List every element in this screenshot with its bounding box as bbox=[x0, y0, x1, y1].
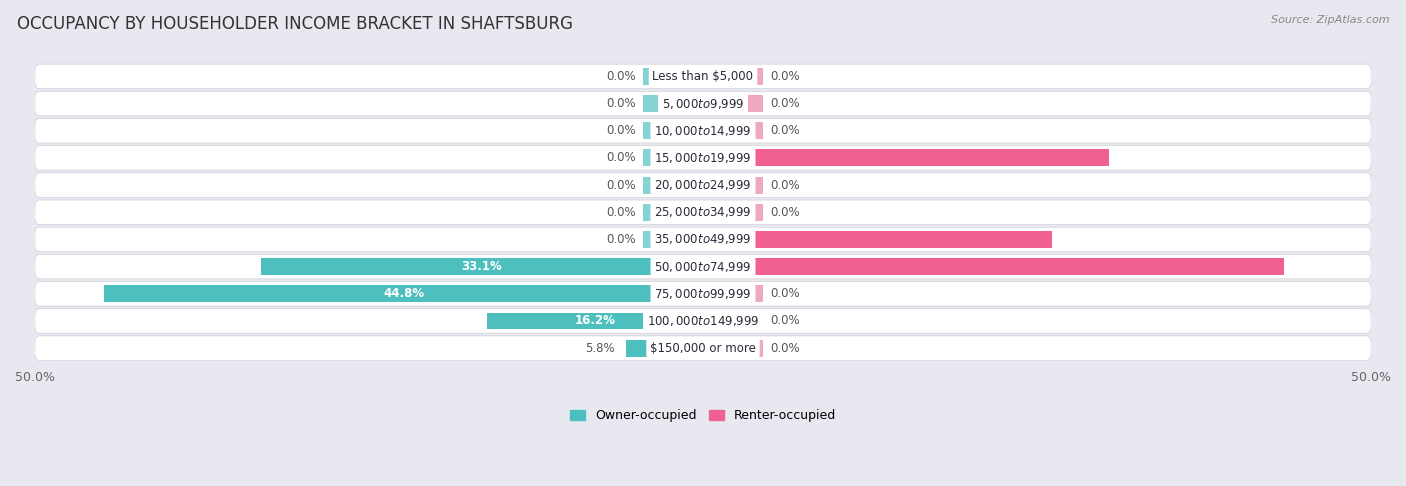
FancyBboxPatch shape bbox=[35, 146, 1371, 170]
Text: 0.0%: 0.0% bbox=[770, 70, 800, 83]
FancyBboxPatch shape bbox=[35, 336, 1371, 360]
Bar bbox=[703, 122, 763, 139]
Bar bbox=[703, 204, 763, 221]
Text: $10,000 to $14,999: $10,000 to $14,999 bbox=[654, 124, 752, 138]
Text: $100,000 to $149,999: $100,000 to $149,999 bbox=[647, 314, 759, 328]
Bar bbox=[703, 231, 1052, 248]
Text: 0.0%: 0.0% bbox=[770, 287, 800, 300]
Bar bbox=[703, 285, 763, 302]
Bar bbox=[643, 122, 703, 139]
Text: $5,000 to $9,999: $5,000 to $9,999 bbox=[662, 97, 744, 111]
Text: 0.0%: 0.0% bbox=[770, 314, 800, 328]
FancyBboxPatch shape bbox=[35, 200, 1371, 225]
FancyBboxPatch shape bbox=[35, 227, 1371, 252]
Bar bbox=[703, 95, 763, 112]
Bar bbox=[703, 312, 763, 330]
Bar bbox=[626, 340, 703, 357]
FancyBboxPatch shape bbox=[35, 309, 1371, 333]
Text: $75,000 to $99,999: $75,000 to $99,999 bbox=[654, 287, 752, 301]
Text: 0.0%: 0.0% bbox=[770, 124, 800, 137]
Text: 0.0%: 0.0% bbox=[770, 206, 800, 219]
Text: 0.0%: 0.0% bbox=[770, 97, 800, 110]
Bar bbox=[104, 285, 703, 302]
Bar bbox=[703, 258, 1284, 275]
Text: 0.0%: 0.0% bbox=[770, 342, 800, 355]
Text: Source: ZipAtlas.com: Source: ZipAtlas.com bbox=[1271, 15, 1389, 25]
Text: 0.0%: 0.0% bbox=[606, 97, 636, 110]
Bar bbox=[643, 176, 703, 193]
Bar bbox=[260, 258, 703, 275]
Bar bbox=[643, 231, 703, 248]
Text: 5.8%: 5.8% bbox=[585, 342, 614, 355]
Text: 26.1%: 26.1% bbox=[1063, 233, 1104, 246]
Text: 0.0%: 0.0% bbox=[606, 233, 636, 246]
Text: 0.0%: 0.0% bbox=[606, 124, 636, 137]
Text: $25,000 to $34,999: $25,000 to $34,999 bbox=[654, 205, 752, 219]
Text: 0.0%: 0.0% bbox=[770, 178, 800, 191]
Bar bbox=[703, 150, 1109, 166]
FancyBboxPatch shape bbox=[35, 281, 1371, 306]
Text: OCCUPANCY BY HOUSEHOLDER INCOME BRACKET IN SHAFTSBURG: OCCUPANCY BY HOUSEHOLDER INCOME BRACKET … bbox=[17, 15, 572, 33]
Text: 33.1%: 33.1% bbox=[461, 260, 502, 273]
Text: $20,000 to $24,999: $20,000 to $24,999 bbox=[654, 178, 752, 192]
Bar bbox=[703, 176, 763, 193]
FancyBboxPatch shape bbox=[35, 254, 1371, 279]
FancyBboxPatch shape bbox=[35, 119, 1371, 143]
FancyBboxPatch shape bbox=[35, 91, 1371, 116]
Bar bbox=[703, 68, 763, 85]
Text: 0.0%: 0.0% bbox=[606, 206, 636, 219]
FancyBboxPatch shape bbox=[35, 64, 1371, 88]
Text: 44.8%: 44.8% bbox=[384, 287, 425, 300]
Text: Less than $5,000: Less than $5,000 bbox=[652, 70, 754, 83]
Text: 16.2%: 16.2% bbox=[574, 314, 616, 328]
Text: 30.4%: 30.4% bbox=[1119, 152, 1161, 164]
Text: $150,000 or more: $150,000 or more bbox=[650, 342, 756, 355]
Bar bbox=[486, 312, 703, 330]
Bar bbox=[643, 95, 703, 112]
FancyBboxPatch shape bbox=[35, 173, 1371, 197]
Bar bbox=[643, 150, 703, 166]
Text: $15,000 to $19,999: $15,000 to $19,999 bbox=[654, 151, 752, 165]
Text: 0.0%: 0.0% bbox=[606, 70, 636, 83]
Bar bbox=[643, 68, 703, 85]
Text: $50,000 to $74,999: $50,000 to $74,999 bbox=[654, 260, 752, 274]
Text: 43.5%: 43.5% bbox=[1295, 260, 1336, 273]
Bar bbox=[643, 204, 703, 221]
Text: 0.0%: 0.0% bbox=[606, 178, 636, 191]
Text: 0.0%: 0.0% bbox=[606, 152, 636, 164]
Text: $35,000 to $49,999: $35,000 to $49,999 bbox=[654, 232, 752, 246]
Bar bbox=[703, 340, 763, 357]
Legend: Owner-occupied, Renter-occupied: Owner-occupied, Renter-occupied bbox=[565, 404, 841, 427]
